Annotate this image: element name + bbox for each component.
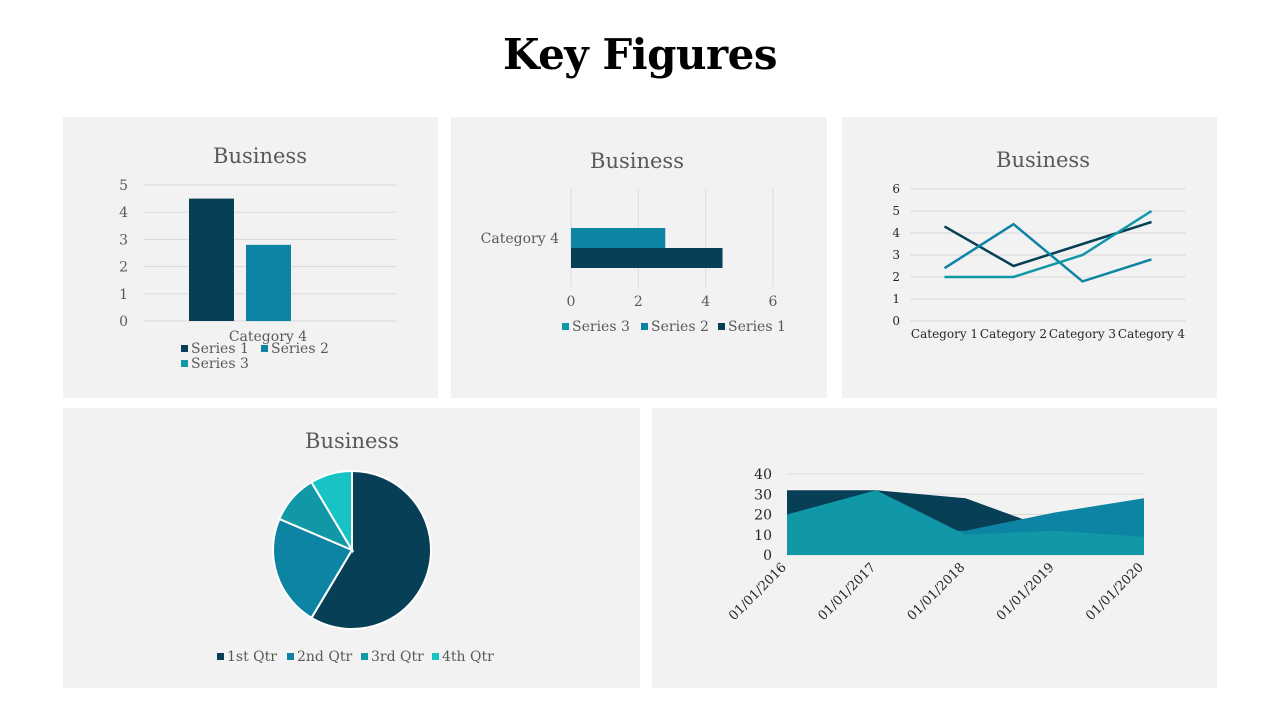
y-tick-label: 0: [119, 314, 128, 330]
pie-chart-panel: Business 1st Qtr 2nd Qtr 3rd Qtr 4th Qtr: [63, 408, 640, 688]
chart-title: Business: [305, 429, 399, 453]
line-series-2: [943, 222, 1152, 283]
y-tick-label: 0: [763, 548, 772, 564]
legend-label: Series 1: [728, 319, 786, 335]
legend-label: 2nd Qtr: [297, 649, 352, 665]
y-tick-label: 5: [119, 178, 128, 194]
legend-label: 1st Qtr: [227, 649, 277, 665]
column-chart-panel: Business 0 1 2 3 4 5 Category 4 Series 1 Series 2…: [63, 117, 438, 398]
legend-label: Series 3: [191, 356, 249, 372]
y-tick-label: 3: [119, 232, 128, 248]
y-tick-label: 6: [892, 182, 900, 196]
y-tick-label: 2: [119, 260, 128, 276]
bar-series-2: [571, 228, 666, 248]
line-chart-panel: Business 0 1 2 3 4 5 6 Category 1 Category 2 Categ…: [842, 117, 1217, 398]
area-chart-panel: 0 10 20 30 40 01/01/2016 01/01/2017 01/01/2018 0…: [652, 408, 1217, 688]
legend-label: 3rd Qtr: [371, 649, 424, 665]
y-tick-label: 20: [754, 508, 772, 524]
y-tick-label: 4: [892, 226, 900, 240]
x-tick-label: Category 1: [911, 327, 978, 341]
legend-swatch: [181, 360, 188, 367]
horizontal-bar-chart: Business 0 2 4 6 Category 4 Series 3 Series 2 Se…: [481, 149, 786, 335]
chart-title: Business: [213, 144, 307, 168]
area-series-3: [787, 490, 1144, 555]
pie-chart: Business 1st Qtr 2nd Qtr 3rd Qtr 4th Qtr: [217, 429, 494, 665]
legend-swatch: [641, 323, 648, 330]
page-title: Key Figures: [502, 30, 778, 79]
bar-series-1: [189, 198, 234, 321]
legend-swatch: [562, 323, 569, 330]
pie-slice-4: [310, 469, 353, 554]
legend-label: Series 2: [651, 319, 709, 335]
y-tick-label: 0: [892, 314, 900, 328]
x-tick-label: Category 2: [980, 327, 1047, 341]
pie-slice-2: [272, 517, 354, 620]
y-tick-label: 1: [119, 287, 128, 303]
x-tick-label: 01/01/2020: [1083, 560, 1147, 624]
legend-swatch: [217, 653, 224, 660]
y-tick-label: 10: [754, 528, 772, 544]
x-tick-label: 01/01/2019: [994, 560, 1058, 624]
line-series-1: [943, 220, 1152, 268]
legend-swatch: [261, 345, 268, 352]
legend-swatch: [287, 653, 294, 660]
x-tick-label: 01/01/2016: [726, 560, 790, 624]
y-tick-label: 40: [754, 467, 772, 483]
y-tick-label: 4: [119, 205, 128, 221]
bar-series-2: [246, 244, 291, 321]
x-tick-label: 4: [701, 294, 710, 310]
y-tick-label: 3: [892, 248, 900, 262]
x-tick-label: Category 4: [1118, 327, 1185, 341]
legend-swatch: [432, 653, 439, 660]
x-tick-label: Category 4: [229, 329, 307, 345]
bar-chart-panel: Business 0 2 4 6 Category 4 Series 3 Series 2 Se…: [451, 117, 827, 398]
y-tick-label: 1: [892, 292, 900, 306]
x-tick-label: 6: [769, 294, 778, 310]
legend-label: Series 2: [271, 341, 329, 357]
y-tick-label: 2: [892, 270, 900, 284]
area-chart: 0 10 20 30 40 01/01/2016 01/01/2017 01/01/2018 0…: [726, 467, 1147, 624]
chart-title: Business: [996, 148, 1090, 172]
pie-slice-1: [310, 469, 432, 630]
y-tick-label: 30: [754, 487, 772, 503]
x-tick-label: Category 3: [1049, 327, 1116, 341]
y-tick-label: 5: [892, 204, 900, 218]
chart-title: Business: [590, 149, 684, 173]
legend-label: Series 3: [572, 319, 630, 335]
legend-label: Series 1: [191, 341, 249, 357]
legend-swatch: [718, 323, 725, 330]
legend-swatch: [361, 653, 368, 660]
x-tick-label: 01/01/2017: [815, 560, 879, 624]
x-tick-label: 01/01/2018: [905, 560, 969, 624]
y-tick-label: Category 4: [481, 231, 559, 247]
line-series-3: [944, 209, 1153, 279]
legend-swatch: [181, 345, 188, 352]
x-tick-label: 2: [634, 294, 643, 310]
legend-label: 4th Qtr: [442, 649, 494, 665]
bar-series-1: [571, 248, 723, 268]
x-tick-label: 0: [567, 294, 576, 310]
